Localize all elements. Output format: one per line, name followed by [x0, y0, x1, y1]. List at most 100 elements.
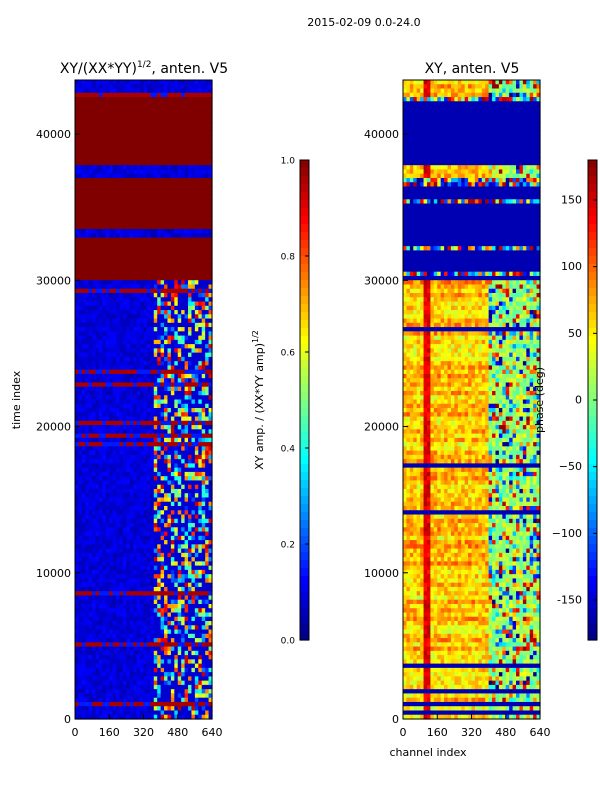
- heatmap-cell: [184, 565, 189, 571]
- heatmap-cell: [198, 425, 203, 430]
- heatmap-cell: [194, 446, 199, 452]
- heatmap-cell: [208, 229, 213, 234]
- heatmap-cell: [184, 403, 189, 409]
- heatmap-cell: [181, 569, 186, 575]
- heatmap-cell: [201, 603, 206, 609]
- heatmap-cell: [194, 318, 199, 324]
- heatmap-cell: [191, 467, 196, 473]
- heatmap-cell: [98, 148, 103, 154]
- heatmap-cell: [201, 497, 206, 503]
- heatmap-cell: [122, 310, 127, 315]
- heatmap-cell: [146, 420, 151, 426]
- heatmap-cell: [92, 331, 97, 337]
- heatmap-cell: [174, 122, 179, 128]
- heatmap-cell: [136, 305, 141, 311]
- heatmap-cell: [105, 105, 110, 111]
- heatmap-cell: [191, 442, 196, 447]
- heatmap-cell: [129, 488, 134, 494]
- heatmap-cell: [140, 216, 145, 222]
- heatmap-cell: [201, 586, 206, 592]
- heatmap-cell: [85, 314, 90, 320]
- heatmap-cell: [157, 220, 162, 226]
- heatmap-cell: [150, 386, 155, 392]
- heatmap-cell: [194, 267, 199, 273]
- heatmap-cell: [150, 373, 155, 379]
- heatmap-cell: [160, 527, 165, 533]
- heatmap-cell: [122, 586, 127, 592]
- heatmap-cell: [150, 229, 155, 234]
- heatmap-cell: [143, 80, 148, 85]
- heatmap-cell: [102, 203, 107, 209]
- heatmap-cell: [201, 190, 206, 196]
- heatmap-cell: [160, 608, 165, 614]
- heatmap-cell: [174, 463, 179, 469]
- heatmap-cell: [126, 126, 131, 132]
- heatmap-cell: [177, 365, 182, 371]
- heatmap-cell: [184, 250, 189, 256]
- heatmap-cell: [105, 361, 110, 367]
- heatmap-cell: [129, 382, 134, 388]
- heatmap-cell: [157, 382, 162, 388]
- heatmap-cell: [198, 527, 203, 533]
- heatmap-cell: [157, 416, 162, 422]
- heatmap-cell: [126, 327, 131, 332]
- heatmap-cell: [78, 344, 83, 349]
- heatmap-cell: [157, 152, 162, 158]
- heatmap-cell: [174, 118, 179, 124]
- heatmap-cell: [164, 459, 169, 464]
- heatmap-cell: [95, 599, 100, 605]
- heatmap-cell: [160, 305, 165, 311]
- heatmap-cell: [205, 237, 210, 243]
- heatmap-cell: [188, 356, 193, 362]
- heatmap-cell: [98, 271, 103, 277]
- heatmap-cell: [177, 237, 182, 243]
- heatmap-cell: [153, 454, 158, 460]
- heatmap-cell: [136, 143, 141, 149]
- heatmap-cell: [208, 126, 213, 132]
- heatmap-cell: [160, 586, 165, 592]
- heatmap-cell: [95, 569, 100, 575]
- heatmap-cell: [153, 365, 158, 371]
- heatmap-cell: [75, 169, 80, 175]
- heatmap-cell: [81, 557, 86, 562]
- heatmap-cell: [102, 220, 107, 226]
- heatmap-cell: [143, 510, 148, 516]
- heatmap-cell: [143, 416, 148, 422]
- heatmap-cell: [136, 527, 141, 533]
- heatmap-cell: [102, 416, 107, 422]
- heatmap-cell: [198, 416, 203, 422]
- heatmap-cell: [184, 497, 189, 503]
- heatmap-cell: [126, 450, 131, 456]
- heatmap-cell: [208, 173, 213, 179]
- heatmap-cell: [201, 578, 206, 584]
- heatmap-cell: [78, 437, 83, 443]
- heatmap-cell: [194, 540, 199, 545]
- heatmap-cell: [122, 361, 127, 367]
- heatmap-cell: [105, 591, 110, 597]
- heatmap-cell: [136, 591, 141, 597]
- heatmap-cell: [92, 493, 97, 499]
- heatmap-cell: [98, 122, 103, 128]
- heatmap-cell: [98, 429, 103, 435]
- heatmap-cell: [184, 531, 189, 537]
- heatmap-cell: [146, 88, 151, 94]
- heatmap-cell: [201, 395, 206, 401]
- heatmap-cell: [95, 352, 100, 358]
- heatmap-cell: [112, 126, 117, 132]
- heatmap-cell: [133, 220, 138, 226]
- heatmap-cell: [160, 293, 165, 298]
- heatmap-cell: [188, 493, 193, 499]
- heatmap-cell: [136, 557, 141, 562]
- heatmap-cell: [88, 105, 93, 111]
- heatmap-cell: [201, 126, 206, 132]
- heatmap-cell: [95, 216, 100, 222]
- heatmap-cell: [92, 599, 97, 605]
- heatmap-cell: [116, 433, 121, 439]
- heatmap-cell: [146, 582, 151, 588]
- heatmap-cell: [109, 429, 114, 435]
- heatmap-cell: [129, 114, 134, 119]
- heatmap-cell: [191, 403, 196, 409]
- heatmap-cell: [122, 152, 127, 158]
- heatmap-cell: [119, 403, 124, 409]
- heatmap-cell: [85, 471, 90, 477]
